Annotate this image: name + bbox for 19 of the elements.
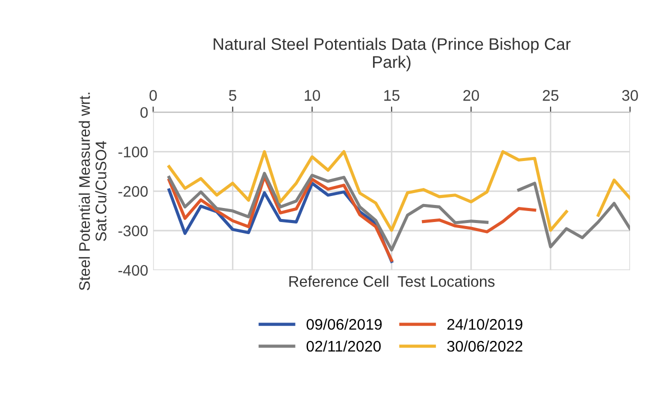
y-tick-label: -400 [118, 264, 148, 276]
x-tick-label: 20 [463, 90, 479, 101]
y-tick-label: -300 [118, 225, 148, 236]
y-tick-label: -200 [118, 186, 148, 197]
x-tick-label: 10 [304, 90, 320, 101]
y-axis-title: Steel Potential Measured wrt. Sat.Cu/CuSO4 [78, 92, 106, 290]
x-tick-label: 15 [384, 90, 400, 101]
legend-label: 02/11/2020 [306, 340, 381, 352]
x-tick-label: 0 [150, 90, 157, 101]
y-tick-label: -100 [118, 146, 148, 158]
legend-label: 30/06/2022 [447, 340, 522, 352]
x-axis-title: Reference Cell Test Locations [289, 276, 495, 287]
x-tick-label: 5 [229, 90, 236, 101]
x-tick-label: 25 [542, 90, 558, 101]
chart-title: Natural Steel Potentials Data (Prince Bishop Car Park) [214, 38, 571, 72]
legend-label: 09/06/2019 [306, 318, 382, 330]
x-tick-label: 30 [622, 90, 638, 101]
y-tick-label: 0 [140, 107, 148, 118]
legend-label: 24/10/2019 [447, 318, 522, 330]
